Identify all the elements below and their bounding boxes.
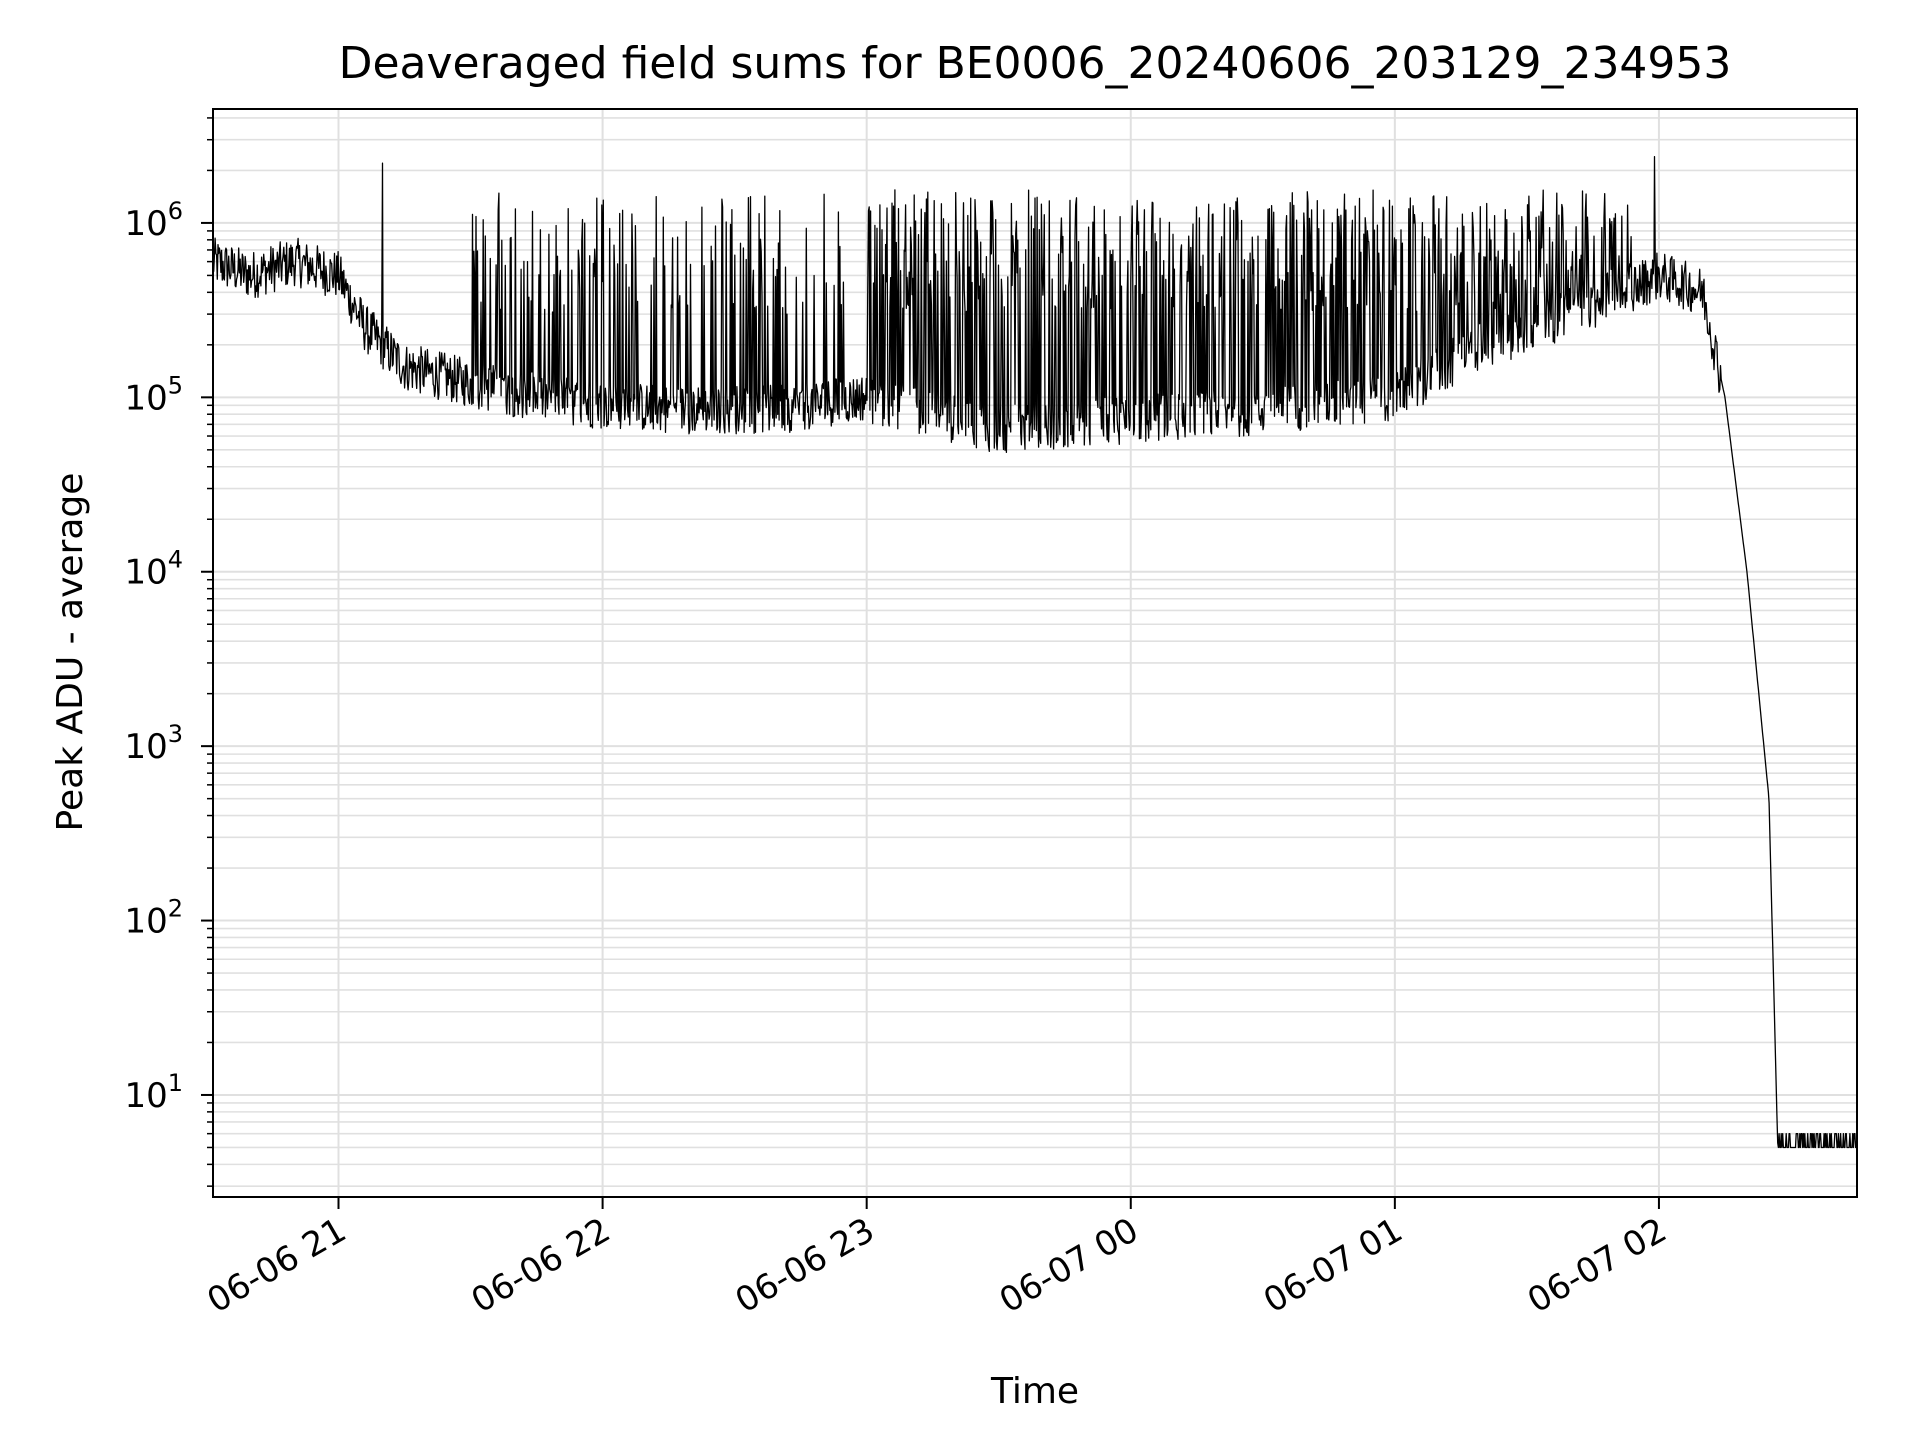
y-tick-label: 103 — [124, 720, 183, 767]
y-axis-label: Peak ADU - average — [50, 473, 91, 832]
y-tick-label: 102 — [124, 895, 183, 942]
series-line — [212, 155, 1858, 1149]
y-tick-label: 106 — [124, 197, 183, 244]
y-tick-label: 105 — [124, 371, 183, 418]
y-tick-label: 101 — [124, 1069, 183, 1116]
chart-title: Deaveraged field sums for BE0006_2024060… — [339, 38, 1732, 89]
x-axis-label: Time — [990, 1371, 1079, 1412]
series-line-group — [212, 155, 1858, 1149]
plot-frame — [212, 108, 1858, 1198]
grid — [213, 109, 1857, 1197]
y-tick-label: 104 — [124, 546, 183, 593]
